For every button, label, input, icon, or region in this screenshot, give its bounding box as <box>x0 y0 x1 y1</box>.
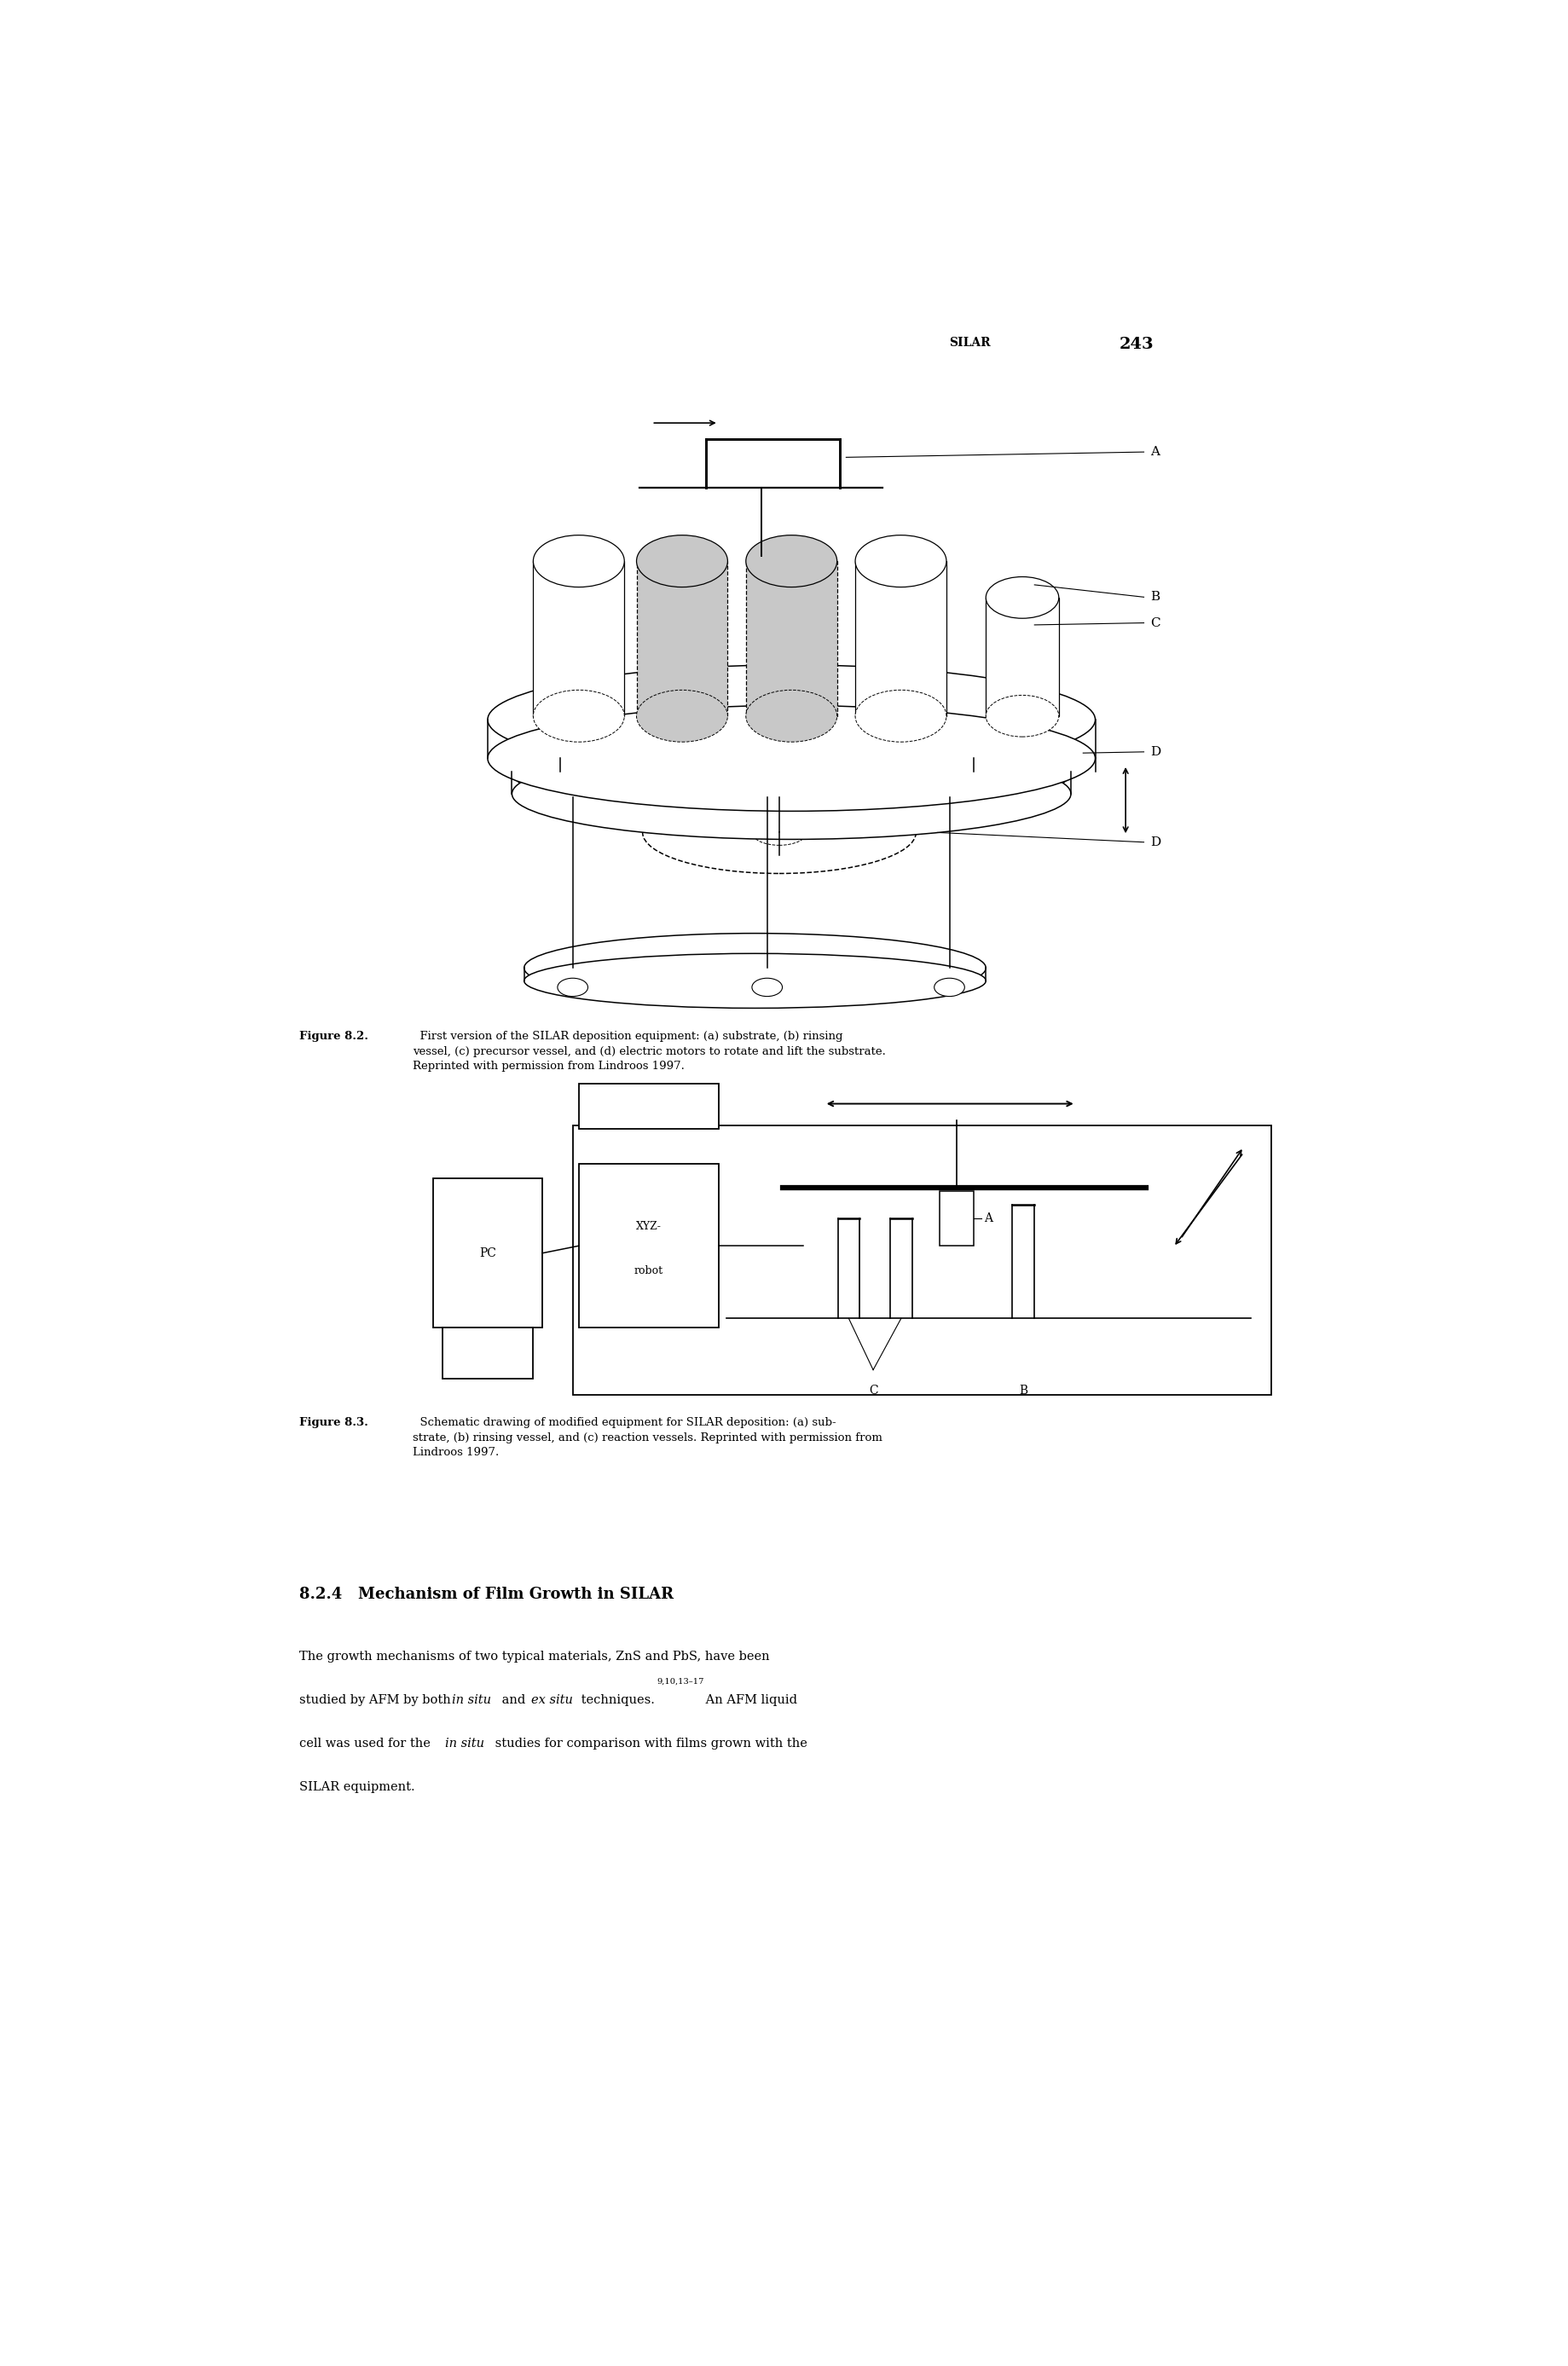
Text: robot: robot <box>633 1266 663 1275</box>
Ellipse shape <box>855 691 947 743</box>
Text: 243: 243 <box>1120 336 1154 353</box>
Ellipse shape <box>986 577 1058 618</box>
Bar <box>579 1084 718 1129</box>
Text: An AFM liquid: An AFM liquid <box>702 1694 798 1706</box>
Ellipse shape <box>753 977 782 996</box>
Text: in situ: in situ <box>452 1694 491 1706</box>
Text: in situ: in situ <box>445 1737 485 1751</box>
Ellipse shape <box>637 535 728 587</box>
Ellipse shape <box>533 535 624 587</box>
Bar <box>442 1327 533 1379</box>
Ellipse shape <box>488 665 1094 774</box>
Bar <box>637 561 728 717</box>
Ellipse shape <box>637 691 728 743</box>
Ellipse shape <box>746 691 837 743</box>
Text: The growth mechanisms of two typical materials, ZnS and PbS, have been: The growth mechanisms of two typical mat… <box>299 1651 770 1663</box>
Ellipse shape <box>511 748 1071 840</box>
Bar <box>986 599 1058 717</box>
Text: and: and <box>499 1694 530 1706</box>
Text: B: B <box>1019 1384 1027 1396</box>
Text: C: C <box>1149 618 1160 629</box>
Bar <box>533 561 624 717</box>
Bar <box>579 1164 718 1327</box>
Text: cell was used for the: cell was used for the <box>299 1737 434 1751</box>
Ellipse shape <box>935 977 964 996</box>
Text: ex situ: ex situ <box>532 1694 572 1706</box>
Text: PC: PC <box>480 1247 495 1259</box>
Text: XYZ-: XYZ- <box>637 1221 662 1233</box>
Bar <box>939 1190 974 1247</box>
Ellipse shape <box>511 722 1071 821</box>
Text: Figure 8.2.: Figure 8.2. <box>299 1032 368 1041</box>
Ellipse shape <box>986 696 1058 736</box>
Bar <box>572 1126 1272 1396</box>
Ellipse shape <box>533 691 624 743</box>
Text: C: C <box>869 1384 878 1396</box>
Text: Schematic drawing of modified equipment for SILAR deposition: (a) sub-
strate, (: Schematic drawing of modified equipment … <box>412 1417 883 1457</box>
Text: techniques.: techniques. <box>577 1694 655 1706</box>
Bar <box>746 561 837 717</box>
Text: 9,10,13–17: 9,10,13–17 <box>657 1677 704 1685</box>
Bar <box>855 561 947 717</box>
Text: studied by AFM by both: studied by AFM by both <box>299 1694 455 1706</box>
Ellipse shape <box>488 705 1094 812</box>
Ellipse shape <box>855 535 947 587</box>
Ellipse shape <box>524 932 986 1003</box>
Text: A: A <box>983 1214 993 1226</box>
Text: SILAR: SILAR <box>950 336 991 348</box>
Text: B: B <box>1149 592 1159 603</box>
Text: Figure 8.3.: Figure 8.3. <box>299 1417 368 1429</box>
Ellipse shape <box>746 535 837 587</box>
Ellipse shape <box>524 953 986 1008</box>
Ellipse shape <box>558 977 588 996</box>
Text: 8.2.4   Mechanism of Film Growth in SILAR: 8.2.4 Mechanism of Film Growth in SILAR <box>299 1588 674 1602</box>
Text: D: D <box>1149 745 1160 757</box>
Text: studies for comparison with films grown with the: studies for comparison with films grown … <box>491 1737 808 1751</box>
Bar <box>433 1178 543 1327</box>
Text: First version of the SILAR deposition equipment: (a) substrate, (b) rinsing
vess: First version of the SILAR deposition eq… <box>412 1032 886 1072</box>
Text: A: A <box>1149 447 1159 459</box>
Text: SILAR equipment.: SILAR equipment. <box>299 1782 416 1793</box>
Text: D: D <box>1149 835 1160 847</box>
